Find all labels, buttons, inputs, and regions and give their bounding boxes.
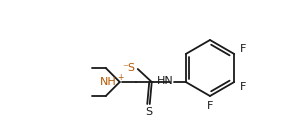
Text: F: F	[240, 82, 246, 92]
Text: NH: NH	[100, 77, 117, 87]
Text: ⁻S: ⁻S	[122, 63, 135, 73]
Text: F: F	[207, 101, 213, 111]
Text: F: F	[240, 44, 246, 54]
Text: HN: HN	[157, 76, 174, 86]
Text: S: S	[145, 107, 152, 117]
Text: +: +	[117, 73, 124, 83]
